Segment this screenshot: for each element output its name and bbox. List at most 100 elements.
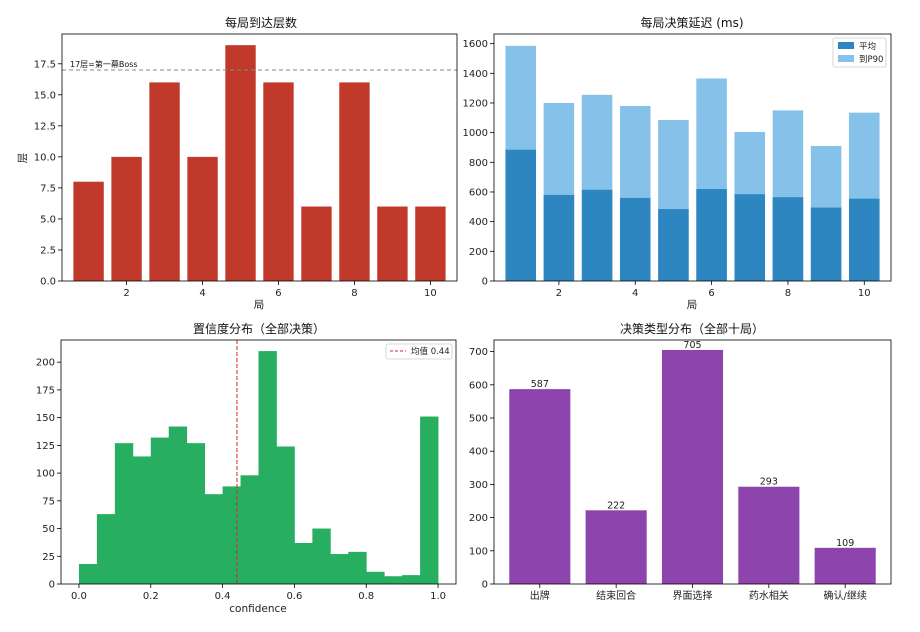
x-tick-label: 0.2 xyxy=(143,591,159,602)
y-tick-label: 5.0 xyxy=(40,214,56,225)
histogram-bar xyxy=(150,437,170,584)
y-tick-label: 200 xyxy=(36,358,55,369)
floor-bar xyxy=(377,206,408,281)
histogram-bar xyxy=(186,443,206,584)
bar-value-label: 705 xyxy=(683,340,701,351)
floor-bar xyxy=(263,82,294,281)
x-tick-label: 0.6 xyxy=(286,591,302,602)
y-tick-label: 200 xyxy=(469,513,488,524)
floor-bar xyxy=(187,156,218,281)
histogram-bar xyxy=(366,571,385,584)
legend-swatch-mean xyxy=(838,42,854,49)
x-axis-label: confidence xyxy=(229,603,286,615)
plot-frame xyxy=(61,33,458,282)
y-tick-label: 150 xyxy=(36,413,55,424)
y-tick-label: 15.0 xyxy=(34,90,56,101)
chart-title: 每局到达层数 xyxy=(225,15,297,30)
chart-title: 置信度分布（全部决策） xyxy=(193,321,325,336)
bar-value-label: 293 xyxy=(760,477,778,488)
y-tick-label: 0 xyxy=(482,580,488,591)
y-tick-label: 50 xyxy=(42,524,55,535)
decision-type-bar xyxy=(509,389,571,584)
decision-type-bar xyxy=(814,547,876,584)
x-tick-label: 10 xyxy=(424,288,437,299)
x-tick-label: 确认/继续 xyxy=(824,589,867,602)
boss-floor-annotation: 17层=第一幕Boss xyxy=(70,59,138,69)
y-tick-label: 1200 xyxy=(463,98,488,109)
y-tick-label: 125 xyxy=(36,441,55,452)
x-tick-label: 0.4 xyxy=(215,591,231,602)
decision-type-bar xyxy=(661,349,724,584)
y-tick-label: 700 xyxy=(469,347,488,358)
x-tick-label: 4 xyxy=(199,288,205,299)
floor-bar xyxy=(415,206,446,281)
histogram-bar xyxy=(276,446,295,584)
histogram-bar xyxy=(258,351,277,584)
mean-latency-bar xyxy=(772,197,804,281)
x-tick-label: 6 xyxy=(275,288,281,299)
chart-title: 每局决策延迟 (ms) xyxy=(640,15,743,30)
y-tick-label: 1400 xyxy=(463,69,488,80)
legend-label-mean: 平均 xyxy=(859,41,876,52)
floor-bar xyxy=(339,82,370,281)
floor-bar xyxy=(225,45,256,281)
x-tick-label: 8 xyxy=(351,288,357,299)
y-tick-label: 12.5 xyxy=(34,121,56,132)
x-tick-label: 4 xyxy=(632,288,638,299)
legend-label-p90: 到P90 xyxy=(859,55,883,65)
y-tick-label: 500 xyxy=(469,414,488,425)
y-tick-label: 600 xyxy=(469,380,488,391)
histogram-bar xyxy=(420,416,439,584)
y-tick-label: 200 xyxy=(469,247,488,258)
histogram-bar xyxy=(96,514,116,584)
y-axis-label: 层 xyxy=(17,153,29,164)
mean-latency-bar xyxy=(849,198,880,281)
y-tick-label: 25 xyxy=(42,552,55,563)
y-tick-label: 175 xyxy=(36,385,55,396)
y-tick-label: 0 xyxy=(482,277,488,288)
mean-latency-bar xyxy=(619,197,651,281)
decision-type-bar xyxy=(738,486,800,584)
x-tick-label: 界面选择 xyxy=(673,589,713,602)
x-axis-label: 局 xyxy=(687,299,698,311)
plot-frame xyxy=(60,339,457,585)
y-tick-label: 0.0 xyxy=(40,277,56,288)
y-tick-label: 10.0 xyxy=(34,152,56,163)
floor-bar xyxy=(111,156,142,281)
histogram-bar xyxy=(312,528,331,584)
y-tick-label: 300 xyxy=(469,480,488,491)
y-tick-label: 400 xyxy=(469,217,488,228)
x-tick-label: 出牌 xyxy=(530,589,550,602)
mean-latency-bar xyxy=(810,207,842,281)
x-axis-label: 局 xyxy=(254,299,265,311)
histogram-bar xyxy=(294,542,313,584)
histogram-bar xyxy=(402,575,421,584)
y-tick-label: 800 xyxy=(469,158,488,169)
floor-bar xyxy=(149,82,180,281)
y-tick-label: 600 xyxy=(469,187,488,198)
y-tick-label: 1000 xyxy=(463,128,488,139)
y-tick-label: 17.5 xyxy=(34,59,56,70)
mean-latency-bar xyxy=(581,189,613,281)
y-tick-label: 7.5 xyxy=(40,183,56,194)
mean-latency-bar xyxy=(658,209,689,281)
chart-title: 决策类型分布（全部十局） xyxy=(620,321,764,336)
y-tick-label: 400 xyxy=(469,447,488,458)
x-tick-label: 6 xyxy=(708,288,714,299)
mean-latency-bar xyxy=(543,194,575,281)
x-tick-label: 2 xyxy=(123,288,129,299)
bar-value-label: 222 xyxy=(607,500,625,511)
legend: 均值 0.44 xyxy=(385,343,453,360)
y-tick-label: 1600 xyxy=(463,39,488,50)
bar-value-label: 587 xyxy=(531,379,549,390)
histogram-bar xyxy=(114,443,134,584)
decision-type-bar xyxy=(585,510,647,584)
plot-frame xyxy=(493,33,892,282)
legend-swatch-p90 xyxy=(838,55,854,62)
chart-confidence-histogram: 置信度分布（全部决策） 0 25 50 75 100 125 150 175 200 0.0 0.2… xyxy=(36,321,457,615)
histogram-bar xyxy=(168,426,188,584)
mean-latency-bar xyxy=(734,194,766,281)
histogram-bar xyxy=(384,576,403,584)
x-tick-label: 1.0 xyxy=(430,591,446,602)
